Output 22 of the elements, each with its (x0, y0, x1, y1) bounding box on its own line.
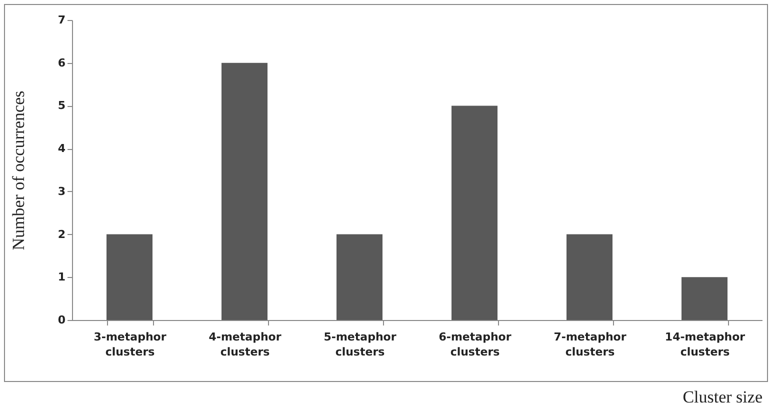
y-tick-label: 3 (58, 184, 66, 198)
y-tick-label: 4 (58, 142, 66, 156)
bar (452, 106, 498, 320)
bar (566, 234, 612, 320)
y-tick-label: 7 (58, 14, 66, 26)
y-tick-label: 5 (58, 99, 66, 112)
x-tick-label: 14-metaphor clusters (664, 330, 746, 358)
x-axis-title: Cluster size (682, 388, 762, 406)
y-axis-title: Number of occurrences (8, 90, 28, 250)
x-tick-label: 7-metaphor clusters (554, 330, 627, 358)
y-tick-label: 6 (58, 56, 66, 70)
bar (682, 277, 728, 320)
x-tick-label: 6-metaphor clusters (438, 330, 512, 358)
bar (222, 62, 268, 320)
bar (336, 234, 382, 320)
x-tick-label: 3-metaphor clusters (94, 330, 167, 358)
y-tick-label: 2 (58, 228, 66, 241)
bar (106, 234, 152, 320)
x-tick-label: 4-metaphor clusters (208, 330, 282, 358)
x-tick-label: 5-metaphor clusters (324, 330, 397, 358)
y-tick-label: 1 (58, 270, 66, 284)
y-tick-label: 0 (58, 314, 66, 326)
